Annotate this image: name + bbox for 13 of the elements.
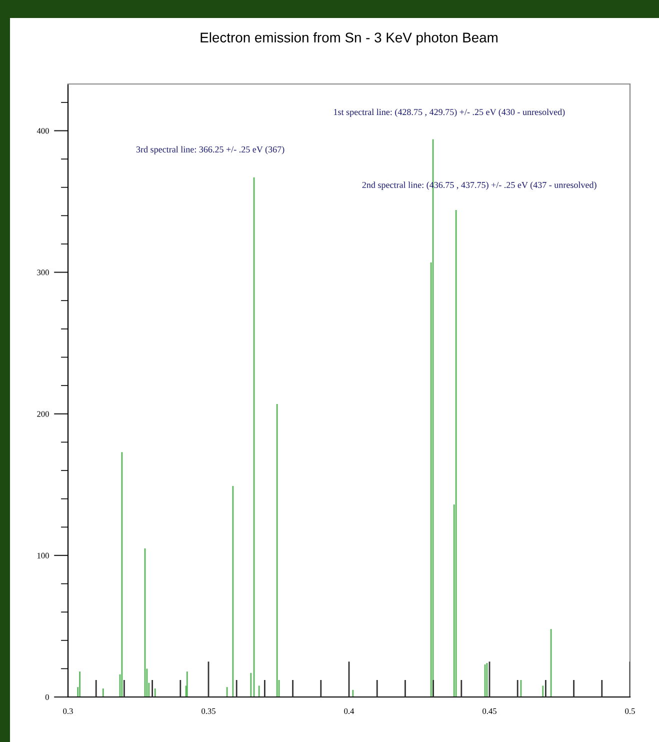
x-tick-label: 0.5 [625, 708, 635, 714]
y-tick-label: 100 [37, 552, 49, 558]
y-tick-label: 0 [45, 694, 49, 700]
y-tick-label: 300 [37, 270, 49, 276]
chart-title: Electron emission from Sn - 3 KeV photon Beam [200, 32, 498, 46]
y-tick-label: 400 [36, 128, 49, 134]
annotation: 3rd spectral line: 366.25 +/- .25 eV (367) [136, 146, 284, 154]
annotation: 1st spectral line: (428.75 , 429.75) +/- .25 eV (430 - unresolved) [334, 108, 565, 117]
y-tick-label: 200 [37, 411, 49, 417]
x-tick-label: 0.4 [344, 708, 354, 714]
x-tick-label: 0.3 [63, 708, 73, 714]
x-tick-label: 0.35 [202, 708, 216, 714]
x-tick-label: 0.45 [482, 708, 496, 714]
